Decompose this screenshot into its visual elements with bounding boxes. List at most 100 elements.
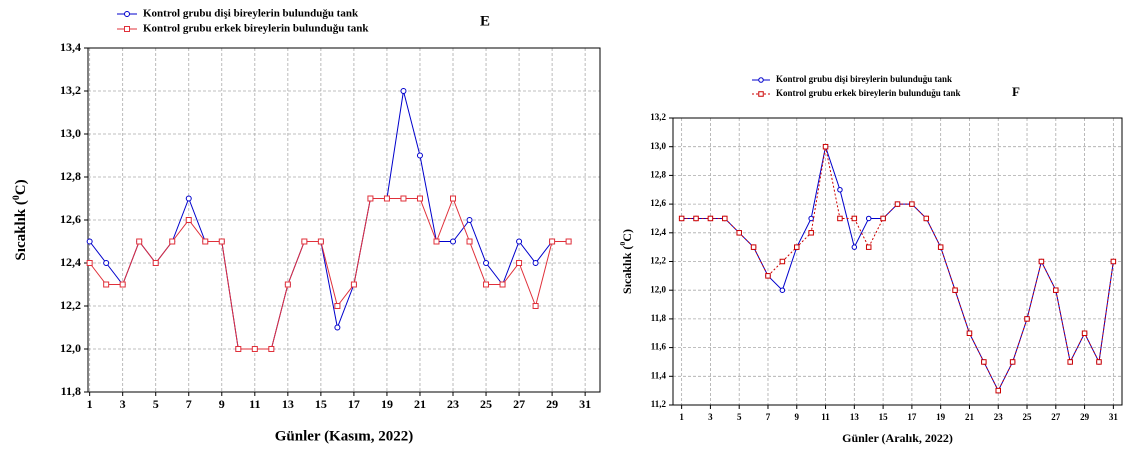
y-tick-label: 12,0 [650,284,666,294]
point [851,244,858,250]
point [880,215,886,222]
x-tick-label: 29 [1080,412,1090,422]
point [937,244,944,250]
point [981,359,987,365]
x-tick-label: 7 [186,397,192,411]
x-tick-label: 31 [1109,412,1119,422]
x-tick-label: 3 [708,412,713,422]
x-tick-label: 29 [546,397,558,411]
point [532,303,539,309]
point [837,215,843,222]
y-axis-label-part: 0 [618,242,627,246]
point [1053,287,1059,293]
series-line [681,146,1114,392]
point [1009,359,1016,365]
point [218,238,225,245]
point [779,287,786,293]
point [152,260,159,266]
point [750,244,757,250]
y-axis-label: Sıcaklık (0C) [618,229,633,294]
point [1081,330,1088,336]
x-tick-label: 5 [737,412,742,422]
point [499,281,506,288]
point [383,195,390,202]
point [565,238,572,245]
y-tick-label: 12,2 [60,298,81,312]
plot-frame [87,47,601,393]
x-tick-label: 19 [381,397,393,411]
legend-label: Kontrol grubu dişi bireylerin bulunduğu … [776,74,952,84]
y-tick-label: 11,8 [61,384,81,398]
x-tick-label: 31 [579,397,591,411]
point [103,281,110,288]
y-tick-label: 12,4 [60,255,81,269]
point [779,258,786,265]
point [549,238,556,245]
y-axis-label-part: C) [620,229,634,242]
legend-marker [124,11,130,17]
point [707,215,714,222]
legend-marker [758,91,764,97]
point [185,217,192,223]
point [837,187,843,193]
point [284,281,291,288]
legend-marker [124,26,130,32]
x-tick-label: 27 [513,397,525,411]
panel-label: F [1012,84,1020,99]
x-tick-label: 15 [879,412,889,422]
x-tick-label: 3 [120,397,126,411]
y-tick-label: 12,0 [60,341,81,355]
x-axis-label: Günler (Kasım, 2022) [275,428,413,444]
y-tick-label: 12,8 [60,169,81,183]
point [317,238,324,245]
point [678,215,685,222]
point [822,143,829,150]
point [808,230,814,236]
x-tick-label: 11 [821,412,830,422]
point [136,238,143,245]
point [1096,359,1102,365]
x-tick-label: 1 [679,412,684,422]
x-tick-label: 25 [1023,412,1033,422]
point [808,215,814,222]
x-tick-label: 9 [219,397,225,411]
y-tick-label: 13,0 [650,141,666,151]
x-tick-label: 13 [850,412,860,422]
point [185,195,192,202]
point [851,215,858,222]
legend-marker [758,77,764,83]
x-tick-label: 7 [766,412,771,422]
point [923,215,930,222]
y-tick-label: 13,4 [60,40,81,54]
x-tick-label: 15 [315,397,327,411]
point [334,303,341,309]
x-tick-label: 13 [282,397,294,411]
legend-label: Kontrol grubu dişi bireylerin bulunduğu … [143,8,359,20]
x-tick-label: 25 [480,397,492,411]
y-tick-label: 12,6 [650,198,666,208]
point [202,238,209,245]
point [450,195,457,202]
y-axis-label-part: Sıcaklık ( [620,246,634,294]
x-tick-label: 9 [795,412,800,422]
x-axis-label: Günler (Aralık, 2022) [842,431,953,445]
point [532,260,539,266]
point [516,238,523,245]
y-tick-label: 13,0 [60,126,81,140]
point [235,346,242,352]
point [86,238,93,245]
point [466,238,473,245]
series-line [89,197,569,350]
point [865,215,872,222]
x-tick-label: 27 [1051,412,1061,422]
point [966,330,973,336]
point [483,260,490,266]
point [865,244,872,250]
point [334,324,341,331]
panel-label: E [480,13,490,29]
point [301,238,308,245]
point [400,88,407,94]
y-tick-label: 13,2 [650,112,666,122]
point [1024,316,1030,322]
point [416,152,423,159]
